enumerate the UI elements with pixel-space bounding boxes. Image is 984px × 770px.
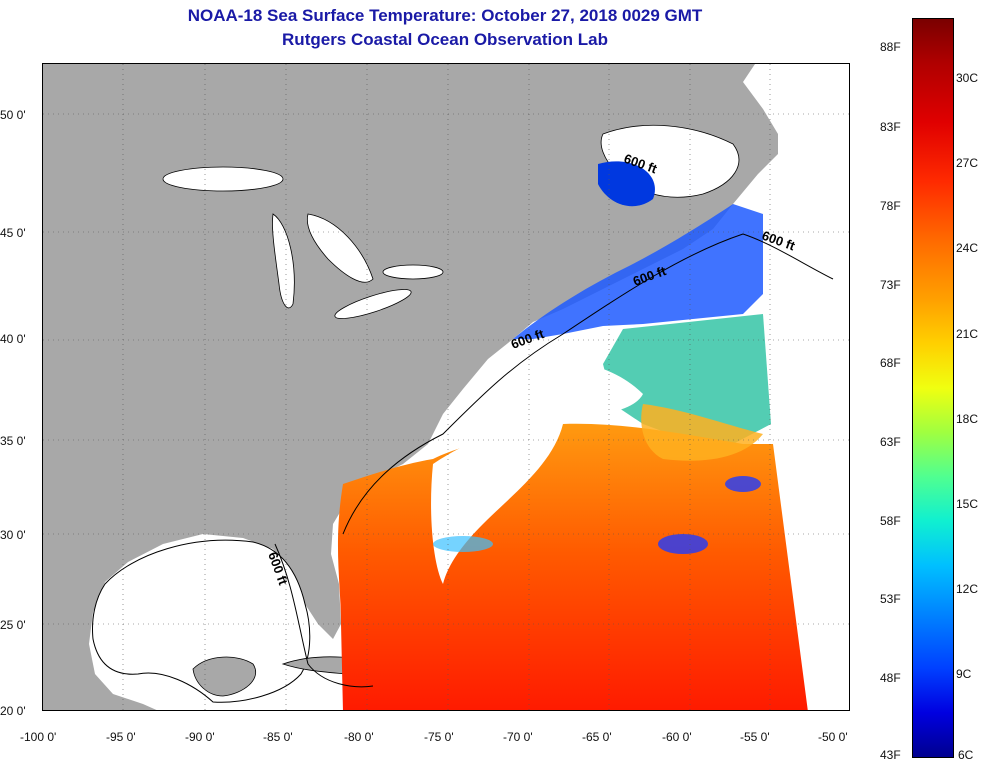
land-yucatan bbox=[192, 656, 256, 697]
lon-label: -85 0' bbox=[263, 730, 293, 744]
lake-ontario bbox=[382, 264, 444, 280]
colorbar-f-label: 63F bbox=[880, 435, 901, 449]
lon-label: -60 0' bbox=[662, 730, 692, 744]
colorbar-f-label: 73F bbox=[880, 278, 901, 292]
colorbar-f-label: 78F bbox=[880, 199, 901, 213]
sst-warm-region bbox=[337, 423, 808, 710]
lon-label: -80 0' bbox=[344, 730, 374, 744]
sst-cold-patch bbox=[598, 161, 655, 207]
lat-label: 50 0' bbox=[0, 108, 26, 122]
colorbar-f-label: 58F bbox=[880, 514, 901, 528]
colorbar-f-label: 83F bbox=[880, 120, 901, 134]
colorbar-f-label: 43F bbox=[880, 748, 901, 762]
graticule bbox=[43, 64, 849, 710]
lake-erie bbox=[334, 289, 412, 319]
cold-eddy-1 bbox=[658, 534, 708, 554]
cold-eddy-2 bbox=[725, 476, 761, 492]
colorbar-c-label: 6C bbox=[958, 748, 974, 762]
colorbar-f-label: 68F bbox=[880, 356, 901, 370]
colorbar-c-label: 24C bbox=[956, 241, 979, 255]
colorbar-c-label: 12C bbox=[956, 582, 979, 596]
colorbar-c-label: 27C bbox=[956, 156, 979, 170]
cloud-gap-2 bbox=[521, 360, 643, 416]
colorbar-c-label: 30C bbox=[956, 71, 979, 85]
sst-cold-region bbox=[513, 204, 763, 339]
lake-michigan bbox=[272, 213, 295, 309]
lon-label: -50 0' bbox=[818, 730, 848, 744]
land-north-america bbox=[43, 64, 778, 710]
lon-label: -75 0' bbox=[424, 730, 454, 744]
lon-label: -65 0' bbox=[582, 730, 612, 744]
colorbar-f-label: 48F bbox=[880, 671, 901, 685]
cloud-gap-3 bbox=[641, 404, 763, 461]
lat-label: 40 0' bbox=[0, 332, 26, 346]
lake-huron bbox=[306, 213, 374, 283]
lat-label: 35 0' bbox=[0, 434, 26, 448]
colorbar-f-label: 88F bbox=[880, 40, 901, 54]
colorbar-c-label: 18C bbox=[956, 412, 979, 426]
sst-map: 600 ft 600 ft 600 ft 600 ft 600 ft bbox=[42, 63, 850, 711]
map-subtitle: Rutgers Coastal Ocean Observation Lab bbox=[282, 30, 608, 49]
lon-label: -55 0' bbox=[740, 730, 770, 744]
colorbar-f-label: 53F bbox=[880, 592, 901, 606]
colorbar-c-label: 15C bbox=[956, 497, 979, 511]
map-title: NOAA-18 Sea Surface Temperature: October… bbox=[187, 6, 703, 25]
lake-superior bbox=[162, 166, 284, 192]
lon-label: -90 0' bbox=[185, 730, 215, 744]
sst-map-graphic: 600 ft 600 ft 600 ft 600 ft 600 ft bbox=[43, 64, 849, 710]
lat-label: 25 0' bbox=[0, 618, 26, 632]
gulf-of-mexico bbox=[92, 539, 311, 703]
colorbar-c-label: 21C bbox=[956, 327, 979, 341]
isobath-600ft bbox=[342, 233, 834, 535]
isobath-gulf-600ft bbox=[274, 543, 374, 688]
lat-label: 45 0' bbox=[0, 226, 26, 240]
cold-eddy-3 bbox=[433, 536, 493, 552]
colorbar-c-label: 9C bbox=[956, 667, 972, 681]
lon-label: -70 0' bbox=[503, 730, 533, 744]
lat-label: 20 0' bbox=[0, 704, 26, 718]
lon-label: -95 0' bbox=[106, 730, 136, 744]
lon-label: -100 0' bbox=[20, 730, 57, 744]
lat-label: 30 0' bbox=[0, 528, 26, 542]
temperature-colorbar bbox=[912, 18, 954, 758]
